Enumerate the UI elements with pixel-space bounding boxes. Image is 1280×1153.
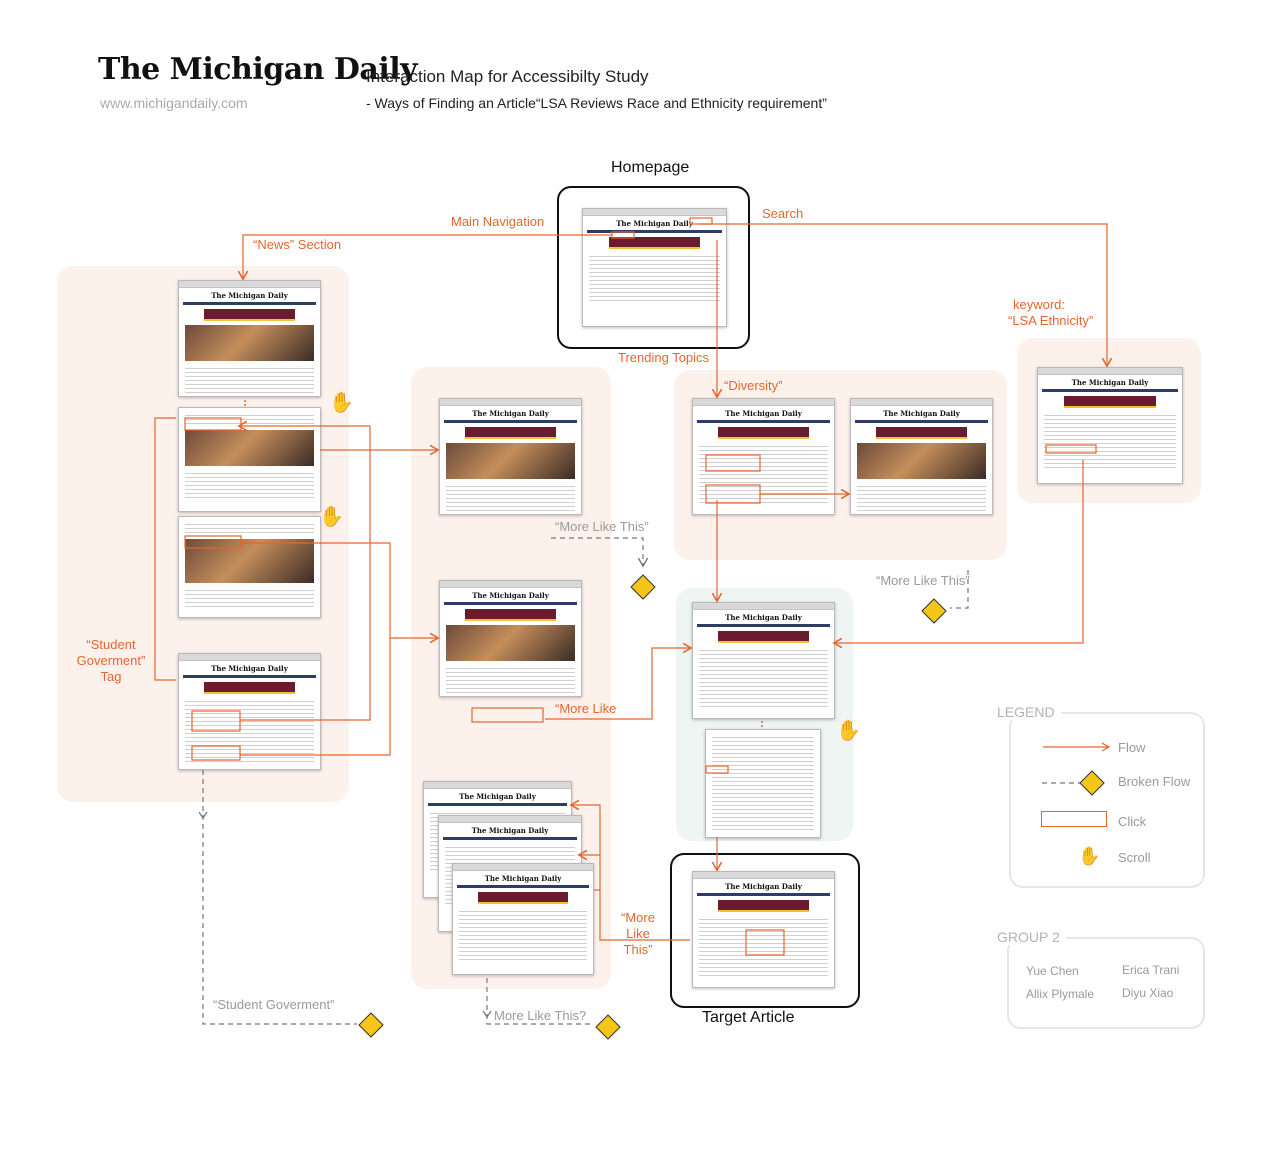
click-marker-news-1 xyxy=(184,417,242,431)
legend-title: LEGEND xyxy=(991,704,1061,720)
legend-scroll-hand-icon: ✋ xyxy=(1078,846,1101,866)
broken-flow-more-like-this xyxy=(551,537,643,565)
diversity-label: “Diversity” xyxy=(724,378,783,393)
click-marker-home-nav xyxy=(611,231,635,239)
legend-broken-flow-label: Broken Flow xyxy=(1118,774,1191,789)
search-label: Search xyxy=(762,206,804,221)
keyword-value-label: “LSA Ethnicity” xyxy=(1008,313,1094,328)
target-article-box xyxy=(670,853,860,1008)
homepage-label: Homepage xyxy=(611,159,690,176)
flow-target-to-stack xyxy=(572,805,690,941)
page-title: Interaction Map for Accessibilty Study xyxy=(366,67,649,86)
group-member: Allix Plymale xyxy=(1026,987,1095,1001)
click-marker-more-like xyxy=(471,707,544,723)
keyword-label: keyword: xyxy=(1012,297,1066,312)
flow-tag-to-article-1 xyxy=(240,426,371,721)
click-marker-tag-1 xyxy=(191,710,241,732)
scroll-hand-icon: ✋ xyxy=(836,720,861,742)
news-scroll-thumbnail-2[interactable] xyxy=(178,516,321,618)
arrowhead-more-like-q-down xyxy=(482,1010,492,1019)
legend-click-label: Click xyxy=(1118,814,1147,829)
click-marker-tag-link xyxy=(705,765,729,774)
more-like-this-right-label: “More Like This” xyxy=(876,573,970,588)
flow-tag-to-article-2 xyxy=(240,638,391,756)
click-marker-home-search xyxy=(689,217,713,225)
article-thumbnail-1[interactable]: The Michigan Daily xyxy=(439,398,582,515)
flow-search xyxy=(700,223,1107,365)
path-article-scroll-thumbnail[interactable] xyxy=(705,729,821,838)
scroll-dot xyxy=(244,400,246,402)
legend-flow-arrow xyxy=(1043,742,1111,752)
more-like-this-orange-label: “More Like This” xyxy=(621,910,655,957)
legend-panel xyxy=(1009,712,1205,888)
broken-flow-more-like-this-right xyxy=(950,570,969,609)
group-panel xyxy=(1007,937,1205,1029)
scroll-hand-icon: ✋ xyxy=(319,506,344,528)
click-marker-diversity-1 xyxy=(705,454,761,472)
flow-news-to-article-2 xyxy=(240,542,437,638)
flow-search-to-article xyxy=(835,460,1084,643)
flow-main-navigation xyxy=(243,234,612,278)
more-like-label: “More Like xyxy=(555,701,617,716)
flow-tag-loop xyxy=(154,417,176,681)
group-title: GROUP 2 xyxy=(991,929,1066,945)
student-gov-tag-thumbnail[interactable]: The Michigan Daily xyxy=(178,653,321,770)
more-like-this-mid-label: “More Like This” xyxy=(555,519,649,534)
scroll-hand-icon: ✋ xyxy=(329,392,354,414)
site-url: www.michigandaily.com xyxy=(100,95,248,111)
legend-scroll-label: Scroll xyxy=(1118,850,1151,865)
path-article-thumbnail[interactable]: The Michigan Daily xyxy=(692,602,835,719)
michigan-daily-logo: The Michigan Daily xyxy=(98,52,418,87)
legend-flow-label: Flow xyxy=(1118,740,1146,755)
trending-topics-label: Trending Topics xyxy=(618,350,710,365)
group-member: Diyu Xiao xyxy=(1122,986,1174,1000)
diversity-article-thumbnail[interactable]: The Michigan Daily xyxy=(850,398,993,515)
broken-flow-student-gov xyxy=(202,770,357,1025)
broken-flow-more-like-this-q xyxy=(486,978,590,1025)
more-like-this-q-label: More Like This? xyxy=(494,1008,587,1023)
news-section-label: “News” Section xyxy=(253,237,342,252)
dead-end-icon xyxy=(595,1014,621,1040)
article-thumbnail-2[interactable]: The Michigan Daily xyxy=(439,580,582,697)
student-gov-bottom-label: “Student Goverment” xyxy=(213,997,335,1012)
legend-click-box xyxy=(1041,811,1107,827)
arrowhead-student-gov-down xyxy=(198,811,208,820)
group-member: Erica Trani xyxy=(1122,963,1180,977)
dead-end-icon xyxy=(358,1012,384,1038)
homepage-box xyxy=(557,186,750,349)
legend-broken-flow-icon xyxy=(1042,770,1105,796)
dead-end-icon xyxy=(630,574,656,600)
group-member: Yue Chen xyxy=(1026,964,1079,978)
dead-end-icon xyxy=(921,598,947,624)
stacked-article-thumbnail-3[interactable]: The Michigan Daily xyxy=(452,863,594,975)
page-subtitle: - Ways of Finding an Article“LSA Reviews… xyxy=(366,95,827,111)
diversity-thumbnail[interactable]: The Michigan Daily xyxy=(692,398,835,515)
click-marker-tag-2 xyxy=(191,745,241,761)
click-marker-target xyxy=(745,929,785,956)
target-article-thumbnail[interactable]: The Michigan Daily xyxy=(692,871,835,988)
student-gov-tag-label: “Student Goverment” Tag xyxy=(76,637,146,684)
click-marker-news-2 xyxy=(184,535,242,549)
main-navigation-label: Main Navigation xyxy=(451,214,545,229)
news-scroll-thumbnail-1[interactable] xyxy=(178,407,321,512)
search-results-thumbnail[interactable]: The Michigan Daily xyxy=(1037,367,1183,484)
click-marker-search-result xyxy=(1045,444,1097,454)
homepage-thumbnail[interactable]: The Michigan Daily xyxy=(582,208,727,327)
target-article-label: Target Article xyxy=(702,1009,795,1026)
click-marker-diversity-2 xyxy=(705,484,761,504)
flow-more-like-to-article xyxy=(545,648,690,720)
news-section-thumbnail[interactable]: The Michigan Daily xyxy=(178,280,321,397)
